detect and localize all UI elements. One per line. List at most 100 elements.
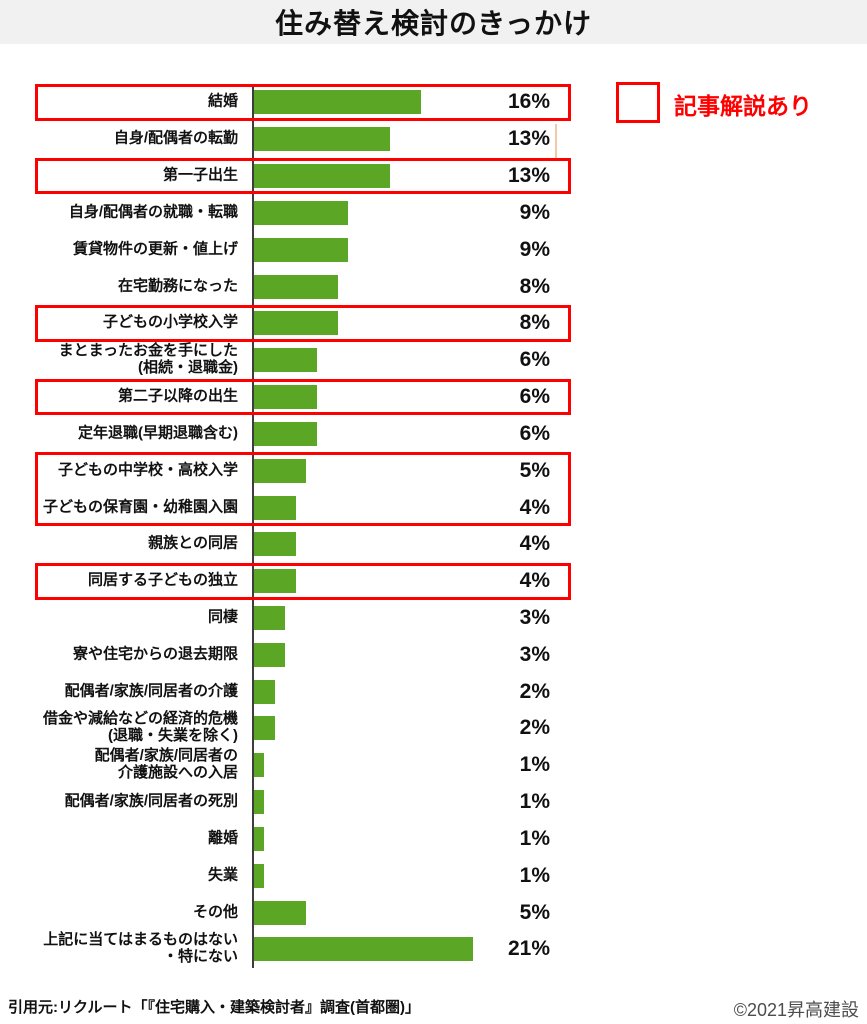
- value-bar: [254, 348, 317, 373]
- legend-highlight-swatch: [616, 82, 660, 123]
- category-label: 結婚: [207, 93, 238, 111]
- chart-row: 定年退職(早期退職含む) 6%: [0, 415, 867, 452]
- value-label: 4%: [519, 569, 550, 593]
- chart-row: 配偶者/家族/同居者の介護 2%: [0, 673, 867, 710]
- chart-row: 在宅勤務になった 8%: [0, 268, 867, 305]
- value-bar: [254, 311, 338, 336]
- category-label: 在宅勤務になった: [117, 277, 238, 295]
- category-label: 自身/配偶者の就職・転職: [68, 203, 238, 221]
- chart-row: 上記に当てはまるものはない ・特にない 21%: [0, 931, 867, 968]
- value-bar: [254, 790, 265, 815]
- copyright-notice: ©2021昇高建設: [733, 1000, 859, 1020]
- value-bar: [254, 642, 286, 667]
- value-bar: [254, 458, 307, 483]
- category-label: 賃貸物件の更新・値上げ: [72, 240, 238, 258]
- chart-row: 離婚 1%: [0, 821, 867, 858]
- value-bar: [254, 679, 275, 704]
- category-label: その他: [192, 903, 238, 921]
- value-label: 1%: [519, 753, 550, 777]
- category-label: 第一子出生: [162, 166, 238, 184]
- value-bar: [254, 532, 296, 557]
- category-label: 配偶者/家族/同居者の介護: [64, 682, 238, 700]
- value-label: 8%: [519, 274, 550, 298]
- value-bar: [254, 900, 307, 925]
- chart-row: 配偶者/家族/同居者の 介護施設への入居 1%: [0, 747, 867, 784]
- value-bar: [254, 826, 265, 851]
- value-bar: [254, 753, 265, 778]
- value-label: 2%: [519, 679, 550, 703]
- connector-line: [555, 124, 557, 159]
- category-label: 子どもの中学校・高校入学: [57, 461, 238, 479]
- category-label: 自身/配偶者の転勤: [113, 129, 238, 147]
- baseline-axis: [252, 84, 254, 968]
- value-bar: [254, 90, 422, 115]
- category-label: 配偶者/家族/同居者の 介護施設への入居: [94, 747, 238, 782]
- chart-row: 借金や減給などの経済的危機 (退職・失業を除く) 2%: [0, 710, 867, 747]
- value-label: 9%: [519, 200, 550, 224]
- value-label: 13%: [507, 127, 550, 151]
- chart-row: 同棲 3%: [0, 600, 867, 637]
- value-label: 1%: [519, 826, 550, 850]
- category-label: 借金や減給などの経済的危機 (退職・失業を除く): [42, 710, 238, 745]
- value-label: 8%: [519, 311, 550, 335]
- chart-title: 住み替え検討のきっかけ: [274, 8, 593, 39]
- category-label: 定年退職(早期退職含む): [78, 424, 238, 442]
- chart-row: 同居する子どもの独立 4%: [0, 563, 867, 600]
- value-bar: [254, 237, 349, 262]
- category-label: 子どもの保育園・幼稚園入園: [42, 498, 238, 516]
- chart-row: 子どもの小学校入学 8%: [0, 305, 867, 342]
- value-label: 3%: [519, 606, 550, 629]
- chart-row: 自身/配偶者の転勤 13%: [0, 121, 867, 158]
- value-label: 2%: [519, 716, 550, 740]
- category-label: 子どもの小学校入学: [102, 313, 238, 331]
- value-label: 6%: [519, 421, 550, 445]
- category-label: 配偶者/家族/同居者の死別: [64, 792, 238, 810]
- chart-row: まとまったお金を手にした (相続・退職金) 6%: [0, 342, 867, 379]
- legend-label: 記事解説あり: [674, 93, 812, 119]
- value-bar: [254, 495, 296, 520]
- value-bar: [254, 863, 265, 888]
- value-label: 6%: [519, 385, 550, 409]
- value-label: 21%: [507, 937, 550, 961]
- chart-row: 親族との同居 4%: [0, 526, 867, 563]
- value-label: 4%: [519, 495, 550, 519]
- category-label: 同居する子どもの独立: [87, 571, 238, 589]
- category-label: 第二子以降の出生: [117, 387, 238, 405]
- value-bar: [254, 421, 317, 446]
- value-label: 4%: [519, 532, 550, 556]
- chart-row: 自身/配偶者の就職・転職 9%: [0, 194, 867, 231]
- value-label: 5%: [519, 900, 550, 924]
- value-label: 1%: [519, 790, 550, 814]
- value-label: 9%: [519, 237, 550, 261]
- category-label: 同棲: [207, 608, 238, 626]
- chart-row: 賃貸物件の更新・値上げ 9%: [0, 231, 867, 268]
- chart-row: 第二子以降の出生 6%: [0, 379, 867, 416]
- category-label: 離婚: [207, 829, 238, 847]
- value-bar: [254, 569, 296, 594]
- value-label: 3%: [519, 642, 550, 666]
- chart-row: 配偶者/家族/同居者の死別 1%: [0, 784, 867, 821]
- value-bar: [254, 127, 390, 152]
- category-label: 寮や住宅からの退去期限: [72, 645, 238, 663]
- value-bar: [254, 200, 349, 225]
- value-bar: [254, 606, 286, 630]
- category-label: まとまったお金を手にした (相続・退職金): [58, 342, 238, 377]
- value-bar: [254, 385, 317, 410]
- value-label: 6%: [519, 348, 550, 372]
- value-bar: [254, 716, 275, 741]
- value-bar: [254, 274, 338, 299]
- value-label: 16%: [507, 90, 550, 114]
- category-label: 親族との同居: [148, 534, 238, 552]
- value-label: 1%: [519, 863, 550, 887]
- chart-row: 失業 1%: [0, 857, 867, 894]
- category-label: 失業: [207, 866, 238, 884]
- chart-row: 第一子出生 13%: [0, 158, 867, 195]
- chart-row: 子どもの保育園・幼稚園入園 4%: [0, 489, 867, 526]
- source-attribution: 引用元:リクルート「『住宅購入・建築検討者』調査(首都圏)」: [8, 999, 421, 1016]
- value-label: 5%: [519, 458, 550, 482]
- title-band: 住み替え検討のきっかけ: [0, 0, 867, 44]
- value-bar: [254, 937, 474, 962]
- chart-row: 子どもの中学校・高校入学 5%: [0, 452, 867, 489]
- chart-row: 結婚 16%: [0, 84, 867, 121]
